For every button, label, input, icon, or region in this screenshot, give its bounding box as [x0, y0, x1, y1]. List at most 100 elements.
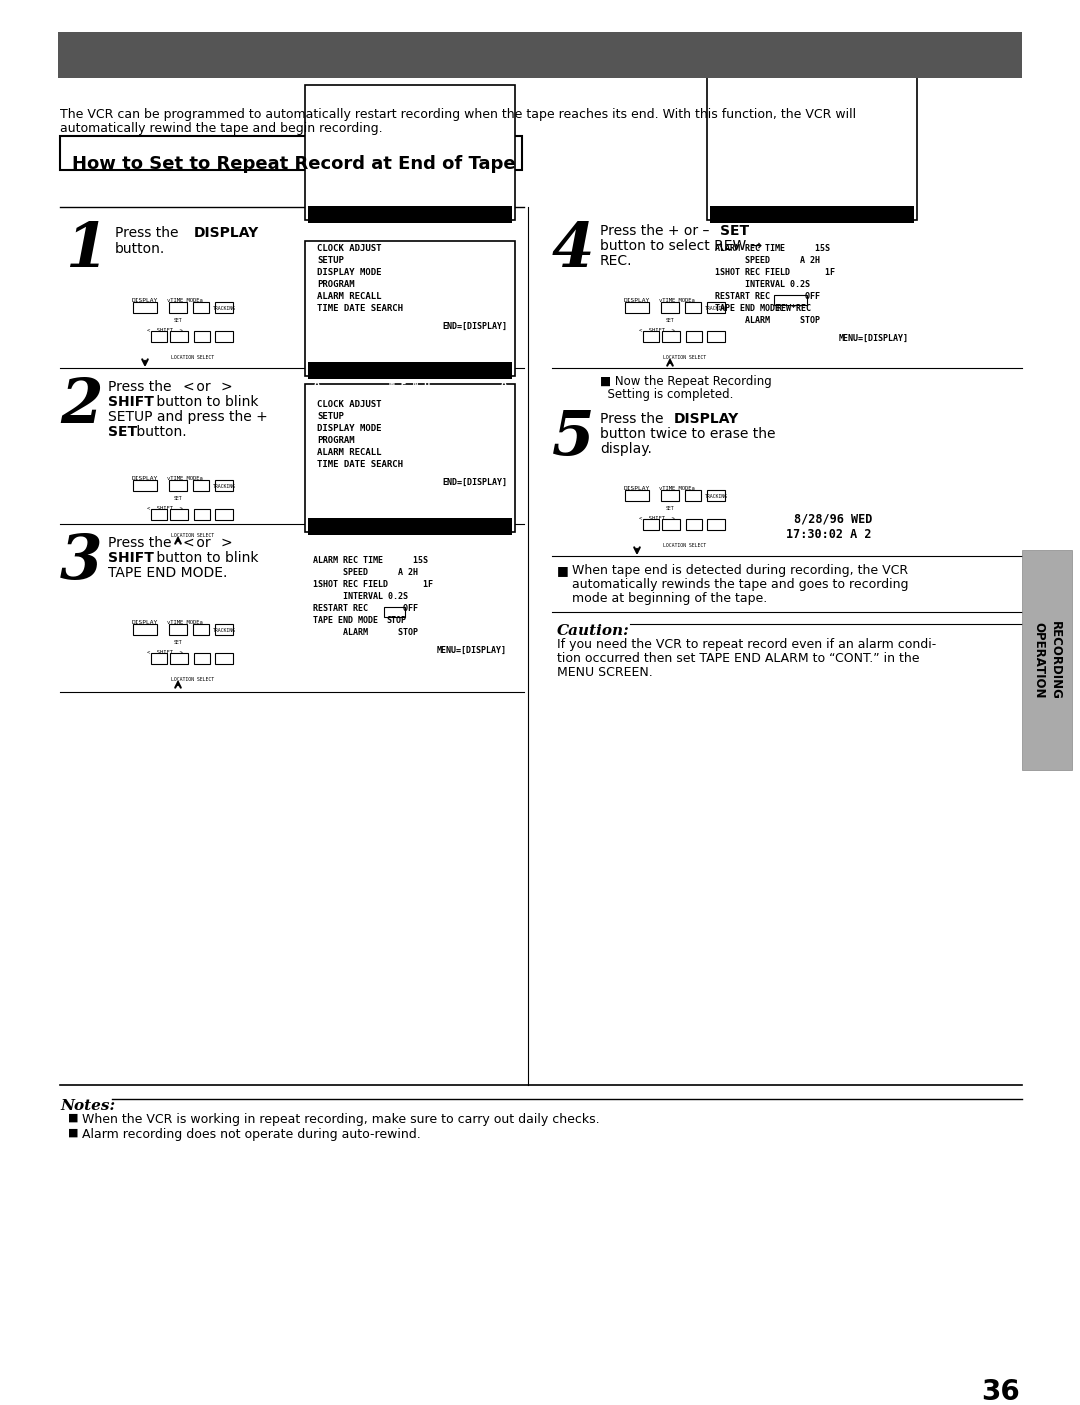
Text: 1SHOT REC FIELD       1F: 1SHOT REC FIELD 1F — [715, 268, 835, 277]
Text: tion occurred then set TAPE END ALARM to “CONT.” in the: tion occurred then set TAPE END ALARM to… — [557, 652, 919, 665]
Text: SHIFT: SHIFT — [108, 551, 153, 565]
Text: The VCR can be programmed to automatically restart recording when the tape reach: The VCR can be programmed to automatical… — [60, 108, 856, 121]
Text: o: o — [314, 223, 320, 235]
Text: LOCATION SELECT: LOCATION SELECT — [663, 355, 706, 360]
Text: RECORDING
OPERATION: RECORDING OPERATION — [1032, 621, 1062, 700]
Text: o: o — [500, 223, 507, 235]
Text: TRACKING: TRACKING — [704, 495, 728, 499]
Text: STOP: STOP — [387, 615, 406, 625]
Text: <  SHIFT  >: < SHIFT > — [147, 651, 183, 655]
Text: SPEED      A 2H: SPEED A 2H — [313, 568, 418, 577]
Text: o: o — [314, 379, 320, 391]
Text: or: or — [192, 379, 215, 393]
Text: DISPLAY MODE: DISPLAY MODE — [318, 268, 381, 277]
Text: SETUP and press the +: SETUP and press the + — [108, 410, 268, 424]
FancyBboxPatch shape — [305, 242, 515, 377]
Text: Press the: Press the — [114, 226, 183, 240]
FancyBboxPatch shape — [194, 332, 210, 341]
Text: SETUP: SETUP — [318, 412, 343, 422]
Text: button to blink: button to blink — [152, 395, 258, 409]
FancyBboxPatch shape — [384, 607, 405, 617]
Text: Caution:: Caution: — [557, 624, 630, 638]
Text: Press the: Press the — [108, 379, 176, 393]
Text: button twice to erase the: button twice to erase the — [600, 427, 775, 441]
FancyBboxPatch shape — [662, 518, 680, 530]
Text: ALARM RECALL: ALARM RECALL — [318, 292, 381, 301]
Text: <  SHIFT  >: < SHIFT > — [147, 327, 183, 333]
FancyBboxPatch shape — [686, 332, 702, 341]
FancyBboxPatch shape — [170, 332, 188, 341]
FancyBboxPatch shape — [308, 518, 512, 535]
Text: TIME DATE SEARCH: TIME DATE SEARCH — [318, 459, 403, 469]
Text: automatically rewinds the tape and goes to recording: automatically rewinds the tape and goes … — [572, 577, 908, 592]
Text: TAPE END MODE.: TAPE END MODE. — [108, 566, 228, 580]
Text: 1SHOT REC FIELD       1F: 1SHOT REC FIELD 1F — [313, 580, 433, 589]
Text: Alarm recording does not operate during auto-rewind.: Alarm recording does not operate during … — [82, 1128, 421, 1141]
Text: INTERVAL 0.2S: INTERVAL 0.2S — [715, 280, 810, 289]
FancyBboxPatch shape — [133, 481, 157, 490]
FancyBboxPatch shape — [661, 490, 679, 502]
FancyBboxPatch shape — [685, 490, 701, 502]
Text: Press the: Press the — [108, 535, 176, 549]
Text: <: < — [183, 379, 193, 393]
Text: o: o — [902, 223, 908, 235]
Text: <  SHIFT  >: < SHIFT > — [639, 327, 675, 333]
FancyBboxPatch shape — [215, 653, 233, 665]
Text: RESTART REC       OFF: RESTART REC OFF — [715, 292, 820, 301]
Text: SET: SET — [720, 223, 750, 237]
Text: DISPLAY: DISPLAY — [132, 298, 158, 303]
FancyBboxPatch shape — [625, 302, 649, 313]
FancyBboxPatch shape — [58, 32, 1022, 79]
FancyBboxPatch shape — [305, 384, 515, 532]
Text: TAPE END MODE: TAPE END MODE — [715, 303, 789, 313]
Text: END=[DISPLAY]: END=[DISPLAY] — [442, 322, 507, 332]
Text: INTERVAL 0.2S: INTERVAL 0.2S — [313, 592, 408, 601]
Text: M E N U: M E N U — [390, 223, 431, 235]
Text: 1: 1 — [65, 221, 108, 280]
Text: automatically rewind the tape and begin recording.: automatically rewind the tape and begin … — [60, 122, 382, 135]
Text: When tape end is detected during recording, the VCR: When tape end is detected during recordi… — [572, 563, 908, 577]
Text: ALARM      STOP: ALARM STOP — [715, 316, 820, 325]
FancyBboxPatch shape — [215, 481, 233, 490]
FancyBboxPatch shape — [686, 518, 702, 530]
Text: PROGRAM: PROGRAM — [318, 280, 354, 289]
Text: CLOCK ADJUST: CLOCK ADJUST — [318, 244, 381, 253]
Text: DISPLAY: DISPLAY — [624, 298, 650, 303]
FancyBboxPatch shape — [312, 402, 508, 413]
Text: END=[DISPLAY]: END=[DISPLAY] — [442, 478, 507, 488]
Text: button.: button. — [132, 424, 187, 438]
FancyBboxPatch shape — [151, 653, 167, 665]
Text: vTIME MODEa: vTIME MODEa — [167, 298, 203, 303]
Text: PROGRAM: PROGRAM — [318, 436, 354, 445]
Text: If you need the VCR to repeat record even if an alarm condi-: If you need the VCR to repeat record eve… — [557, 638, 936, 651]
Text: S E T U P: S E T U P — [383, 535, 436, 547]
Text: 2: 2 — [60, 377, 103, 436]
Text: vTIME MODEa: vTIME MODEa — [659, 298, 694, 303]
Text: vTIME MODEa: vTIME MODEa — [167, 620, 203, 625]
Text: SPEED      A 2H: SPEED A 2H — [715, 256, 820, 266]
Text: 4: 4 — [552, 221, 594, 280]
Text: vTIME MODEa: vTIME MODEa — [659, 486, 694, 490]
Text: TAPE END MODE: TAPE END MODE — [313, 615, 403, 625]
FancyBboxPatch shape — [308, 207, 512, 223]
Text: MENU=[DISPLAY]: MENU=[DISPLAY] — [437, 646, 507, 655]
Text: TRACKING: TRACKING — [704, 306, 728, 311]
Text: mode at beginning of the tape.: mode at beginning of the tape. — [572, 592, 767, 606]
Text: TRACKING: TRACKING — [213, 306, 235, 311]
FancyBboxPatch shape — [707, 490, 725, 502]
Text: ■: ■ — [68, 1113, 79, 1123]
Text: SET: SET — [174, 318, 183, 323]
Text: TRACKING: TRACKING — [213, 483, 235, 489]
Text: RESTART REC       OFF: RESTART REC OFF — [313, 604, 418, 613]
FancyBboxPatch shape — [151, 509, 167, 520]
Text: o: o — [500, 535, 507, 547]
Text: MENU SCREEN.: MENU SCREEN. — [557, 666, 652, 679]
Text: ■: ■ — [557, 563, 569, 577]
FancyBboxPatch shape — [133, 302, 157, 313]
Text: o: o — [716, 223, 721, 235]
Text: <  SHIFT  >: < SHIFT > — [639, 516, 675, 521]
Text: MENU=[DISPLAY]: MENU=[DISPLAY] — [839, 334, 909, 343]
Text: REW*REC: REW*REC — [777, 303, 811, 313]
Text: 3: 3 — [60, 532, 103, 592]
FancyBboxPatch shape — [193, 481, 210, 490]
